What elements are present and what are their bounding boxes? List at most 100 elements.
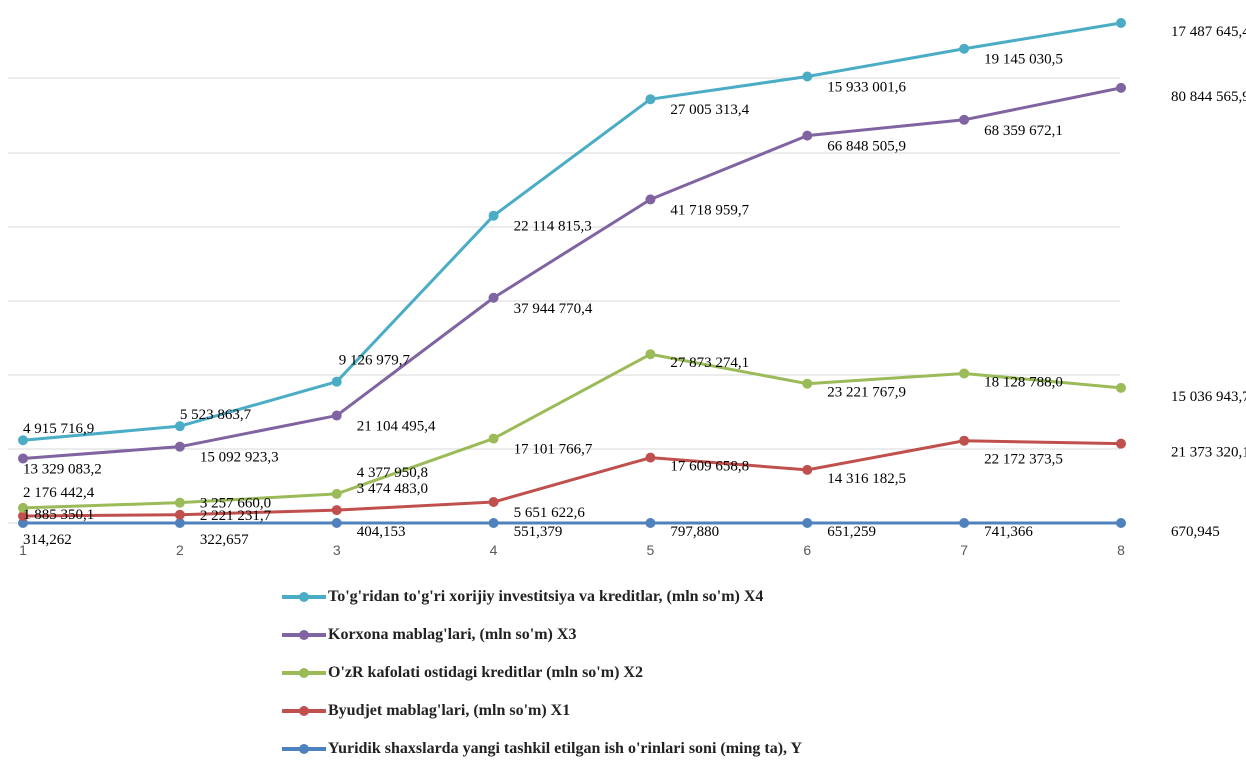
data-point bbox=[959, 435, 970, 446]
x-tick-label: 6 bbox=[803, 542, 811, 558]
legend-item[interactable]: O'zR kafolati ostidagi kreditlar (mln so… bbox=[282, 654, 802, 692]
data-point bbox=[331, 505, 342, 516]
legend-label: Korxona mablag'lari, (mln so'm) X3 bbox=[328, 626, 577, 643]
data-label: 3 257 660,0 bbox=[200, 496, 271, 512]
legend: To'g'ridan to'g'ri xorijiy investitsiya … bbox=[282, 578, 802, 768]
data-label: 68 359 672,1 bbox=[984, 123, 1063, 139]
data-label: 27 873 274,1 bbox=[670, 355, 749, 371]
data-point bbox=[174, 509, 185, 520]
series-line bbox=[22, 439, 1122, 518]
data-point bbox=[645, 517, 656, 528]
data-point bbox=[488, 433, 499, 444]
data-label: 19 145 030,5 bbox=[984, 52, 1063, 68]
data-point bbox=[488, 210, 499, 221]
data-point bbox=[802, 378, 813, 389]
data-label: 670,945 bbox=[1171, 524, 1220, 540]
data-label: 17 609 658,8 bbox=[670, 459, 749, 475]
data-point bbox=[959, 114, 970, 125]
data-point bbox=[645, 349, 656, 360]
data-label: 23 221 767,9 bbox=[827, 385, 906, 401]
data-label: 15 933 001,6 bbox=[827, 80, 906, 96]
data-label: 80 844 565,9 bbox=[1171, 89, 1246, 105]
data-label: 37 944 770,4 bbox=[514, 301, 593, 317]
data-label: 5 651 622,6 bbox=[514, 505, 586, 521]
data-label: 2 176 442,4 bbox=[23, 485, 95, 501]
data-point bbox=[1116, 382, 1126, 393]
series-line bbox=[22, 86, 1122, 460]
data-label: 2 221 231,7 bbox=[200, 508, 272, 524]
data-label: 5 523 863,7 bbox=[180, 407, 252, 423]
data-point bbox=[488, 292, 499, 303]
legend-label: O'zR kafolati ostidagi kreditlar (mln so… bbox=[328, 664, 643, 681]
x-tick-label: 2 bbox=[176, 542, 184, 558]
x-axis-ticks: 1 2 3 4 5 6 7 8 bbox=[19, 542, 1125, 558]
legend-item[interactable]: To'g'ridan to'g'ri xorijiy investitsiya … bbox=[282, 578, 802, 616]
data-label: 27 005 313,4 bbox=[670, 102, 749, 118]
data-label: 9 126 979,7 bbox=[339, 353, 411, 369]
data-label: 1 885 350,1 bbox=[23, 507, 94, 523]
data-label: 14 316 182,5 bbox=[827, 471, 906, 487]
data-point bbox=[802, 464, 813, 475]
data-label: 4 915 716,9 bbox=[23, 421, 94, 437]
data-label: 314,262 bbox=[23, 532, 72, 548]
data-label: 797,880 bbox=[670, 524, 719, 540]
data-label: 741,366 bbox=[984, 524, 1033, 540]
data-point bbox=[18, 517, 28, 528]
data-label: 22 172 373,5 bbox=[984, 452, 1063, 468]
line-chart: 1 2 3 4 5 6 7 8 4 915 716,9 5 523 863,7 9 126 979… bbox=[8, 18, 1246, 558]
data-point bbox=[331, 517, 342, 528]
data-label: 651,259 bbox=[827, 524, 876, 540]
data-point bbox=[331, 376, 342, 387]
data-point bbox=[1116, 438, 1126, 449]
data-label: 17 487 645,4 bbox=[1171, 24, 1246, 40]
series-line bbox=[22, 21, 1122, 442]
series-lines bbox=[18, 18, 1126, 528]
data-label: 15 092 923,3 bbox=[200, 450, 279, 466]
x-tick-label: 3 bbox=[333, 542, 341, 558]
legend-swatch-icon bbox=[282, 590, 326, 604]
data-label: 17 101 766,7 bbox=[514, 442, 593, 458]
data-point bbox=[488, 517, 499, 528]
series-line bbox=[22, 352, 1122, 510]
data-point bbox=[174, 421, 185, 432]
x-tick-label: 7 bbox=[960, 542, 968, 558]
legend-label: To'g'ridan to'g'ri xorijiy investitsiya … bbox=[328, 588, 764, 605]
data-point bbox=[1116, 18, 1126, 28]
data-label: 4 377 950,8 bbox=[357, 465, 428, 481]
data-point bbox=[174, 517, 185, 528]
data-label: 21 104 495,4 bbox=[357, 419, 436, 435]
data-point bbox=[18, 511, 28, 522]
data-point bbox=[1116, 82, 1126, 93]
data-label: 15 036 943,7 bbox=[1171, 389, 1246, 405]
legend-label: Yuridik shaxslarda yangi tashkil etilgan… bbox=[328, 740, 803, 757]
data-label: 66 848 505,9 bbox=[827, 139, 906, 155]
data-point bbox=[645, 94, 656, 105]
data-point bbox=[18, 502, 28, 513]
data-point bbox=[18, 435, 28, 446]
data-label: 404,153 bbox=[357, 524, 406, 540]
data-point bbox=[959, 43, 970, 54]
data-label: 13 329 083,2 bbox=[23, 461, 102, 477]
data-point bbox=[1116, 517, 1126, 528]
data-point bbox=[488, 497, 499, 508]
legend-item[interactable]: Korxona mablag'lari, (mln so'm) X3 bbox=[282, 616, 802, 654]
data-point bbox=[645, 452, 656, 463]
legend-swatch-icon bbox=[282, 628, 326, 642]
data-point bbox=[174, 497, 185, 508]
data-point bbox=[331, 488, 342, 499]
legend-swatch-icon bbox=[282, 666, 326, 680]
x-tick-label: 5 bbox=[647, 542, 655, 558]
legend-swatch-icon bbox=[282, 742, 326, 756]
legend-item[interactable]: Byudjet mablag'lari, (mln so'm) X1 bbox=[282, 692, 802, 730]
data-label: 3 474 483,0 bbox=[357, 481, 428, 497]
data-point bbox=[802, 71, 813, 82]
data-labels: 4 915 716,9 5 523 863,7 9 126 979,7 22 114 … bbox=[23, 24, 1246, 548]
data-point bbox=[174, 441, 185, 452]
data-point bbox=[802, 130, 813, 141]
legend-swatch-icon bbox=[282, 704, 326, 718]
legend-item[interactable]: Yuridik shaxslarda yangi tashkil etilgan… bbox=[282, 730, 802, 768]
x-tick-label: 4 bbox=[490, 542, 498, 558]
data-point bbox=[959, 517, 970, 528]
x-tick-label: 1 bbox=[19, 542, 27, 558]
legend-label: Byudjet mablag'lari, (mln so'm) X1 bbox=[328, 702, 571, 719]
